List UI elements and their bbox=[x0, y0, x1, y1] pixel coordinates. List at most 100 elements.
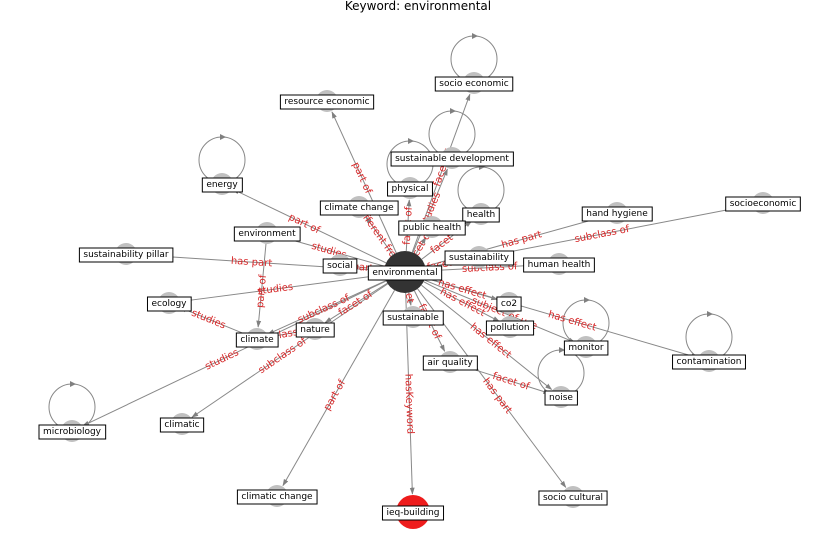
node-label-contamination: contamination bbox=[672, 354, 746, 370]
edge-label-environmental-to-contamination: has effect bbox=[547, 309, 598, 333]
edge-environment-to-climate bbox=[256, 243, 267, 328]
edge-label-environment-to-climate: part of bbox=[255, 274, 269, 309]
self-loop-arrow-physical bbox=[408, 138, 414, 144]
edge-label-environmental-to-sustainability-pillar: has part bbox=[231, 256, 273, 270]
self-loop-arrow-socio-economic bbox=[472, 33, 478, 39]
node-label-text-nature: nature bbox=[300, 325, 330, 335]
edge-environmental-to-climatic bbox=[191, 283, 388, 418]
edge-environmental-to-climate bbox=[267, 280, 387, 335]
node-label-text-environmental: environmental bbox=[372, 268, 437, 278]
edge-climate-to-ecology bbox=[179, 307, 248, 336]
node-label-resource-economic: resource economic bbox=[279, 94, 375, 110]
node-label-box-sustainable bbox=[382, 310, 444, 326]
node-label-box-resource-economic bbox=[279, 94, 375, 110]
node-label-health: health bbox=[462, 207, 500, 223]
edge-environmental-to-climatic-change bbox=[282, 289, 396, 487]
node-label-text-socio-economic: socio economic bbox=[439, 79, 508, 89]
node-label-monitor: monitor bbox=[563, 340, 609, 356]
node-label-box-public-health bbox=[398, 220, 466, 236]
edge-environmental-to-contamination bbox=[425, 277, 699, 359]
node-label-text-sustainable: sustainable bbox=[387, 313, 439, 323]
self-loop-arrow-sustainable-development bbox=[450, 108, 456, 114]
node-label-pollution: pollution bbox=[485, 320, 535, 336]
edge-label-environmental-to-resource-economic: part of bbox=[350, 161, 374, 196]
edge-environmental-to-pollution bbox=[423, 281, 500, 322]
node-label-box-pollution bbox=[485, 320, 535, 336]
node-label-sustainability: sustainability bbox=[444, 250, 515, 266]
node-label-microbiology: microbiology bbox=[38, 424, 107, 440]
node-label-social: social bbox=[322, 258, 358, 274]
node-label-box-energy bbox=[201, 177, 243, 193]
node-label-box-noise bbox=[544, 390, 578, 406]
node-label-text-climate: climate bbox=[240, 335, 274, 345]
node-label-text-microbiology: microbiology bbox=[43, 427, 102, 437]
node-labels-layer: socio economic resource economic sustainab… bbox=[38, 76, 801, 521]
edge-environmental-to-ieq-building bbox=[405, 292, 415, 495]
node-label-ieq-building: ieq-building bbox=[381, 505, 445, 521]
node-label-box-monitor bbox=[563, 340, 609, 356]
node-label-text-hand-hygiene: hand hygiene bbox=[586, 209, 648, 219]
node-label-box-sustainability bbox=[444, 250, 515, 266]
node-label-text-socioeconomic: socioeconomic bbox=[730, 199, 797, 209]
edge-label-environmental-to-socioeconomic: subclass of bbox=[574, 224, 631, 245]
node-label-socio-economic: socio economic bbox=[434, 76, 514, 92]
edge-environmental-to-ecology bbox=[180, 274, 385, 304]
edge-environmental-to-sustainable bbox=[407, 292, 413, 306]
node-label-box-nature bbox=[295, 322, 335, 338]
node-label-socio-cultural: socio cultural bbox=[538, 490, 608, 506]
node-label-box-socio-economic bbox=[434, 76, 514, 92]
node-label-box-hand-hygiene bbox=[581, 206, 653, 222]
node-label-co2: co2 bbox=[496, 296, 522, 312]
node-label-box-air-quality bbox=[422, 355, 478, 371]
edge-environmental-to-microbiology bbox=[82, 280, 387, 427]
node-label-climate: climate bbox=[235, 332, 279, 348]
node-label-text-climatic: climatic bbox=[164, 420, 199, 430]
node-label-climatic: climatic bbox=[159, 417, 205, 433]
node-label-air-quality: air quality bbox=[422, 355, 478, 371]
self-loop-arrow-contamination bbox=[707, 311, 713, 317]
edge-label-environmental-to-hand-hygiene: has part bbox=[500, 229, 543, 251]
edge-label-environmental-to-microbiology: studies bbox=[203, 347, 240, 372]
node-label-text-contamination: contamination bbox=[677, 357, 742, 367]
node-label-text-air-quality: air quality bbox=[427, 358, 473, 368]
node-label-text-noise: noise bbox=[549, 393, 573, 403]
self-loop-arrow-microbiology bbox=[70, 381, 76, 387]
node-label-text-environment: environment bbox=[238, 229, 296, 239]
node-label-box-sustainable-development bbox=[390, 151, 514, 167]
edge-environmental-to-energy bbox=[232, 188, 387, 264]
node-label-box-sustainability-pillar bbox=[78, 247, 174, 263]
node-label-public-health: public health bbox=[398, 220, 466, 236]
edge-environmental-to-climate-change bbox=[365, 216, 394, 256]
node-label-text-ieq-building: ieq-building bbox=[386, 508, 439, 518]
node-label-text-co2: co2 bbox=[501, 299, 517, 309]
node-label-hand-hygiene: hand hygiene bbox=[581, 206, 653, 222]
node-label-text-ecology: ecology bbox=[151, 299, 187, 309]
node-label-text-monitor: monitor bbox=[568, 343, 604, 353]
node-label-text-sustainability: sustainability bbox=[449, 253, 510, 263]
node-label-ecology: ecology bbox=[146, 296, 192, 312]
node-label-text-climatic-change: climatic change bbox=[241, 492, 313, 502]
node-label-text-climate-change: climate change bbox=[324, 203, 394, 213]
node-label-box-environment bbox=[233, 226, 301, 242]
edge-label-environmental-to-ecology: studies bbox=[257, 282, 294, 298]
node-label-sustainable-development: sustainable development bbox=[390, 151, 514, 167]
node-label-human-health: human health bbox=[523, 257, 595, 273]
node-label-noise: noise bbox=[544, 390, 578, 406]
edge-label-environmental-to-climatic-change: part of bbox=[322, 378, 348, 413]
node-label-text-public-health: public health bbox=[403, 223, 461, 233]
node-label-text-socio-cultural: socio cultural bbox=[543, 493, 603, 503]
node-label-box-climate-change bbox=[319, 200, 399, 216]
node-label-text-physical: physical bbox=[392, 184, 429, 194]
node-label-box-socio-cultural bbox=[538, 490, 608, 506]
node-label-box-climatic bbox=[159, 417, 205, 433]
edge-environmental-to-resource-economic bbox=[331, 111, 397, 254]
edge-environmental-to-noise bbox=[421, 284, 553, 390]
node-label-climate-change: climate change bbox=[319, 200, 399, 216]
node-label-text-sustainable-development: sustainable development bbox=[395, 154, 509, 164]
node-label-text-health: health bbox=[467, 210, 496, 220]
node-label-box-climate bbox=[235, 332, 279, 348]
node-label-text-resource-economic: resource economic bbox=[284, 97, 369, 107]
node-label-box-socioeconomic bbox=[725, 196, 801, 212]
node-label-sustainability-pillar: sustainability pillar bbox=[78, 247, 174, 263]
